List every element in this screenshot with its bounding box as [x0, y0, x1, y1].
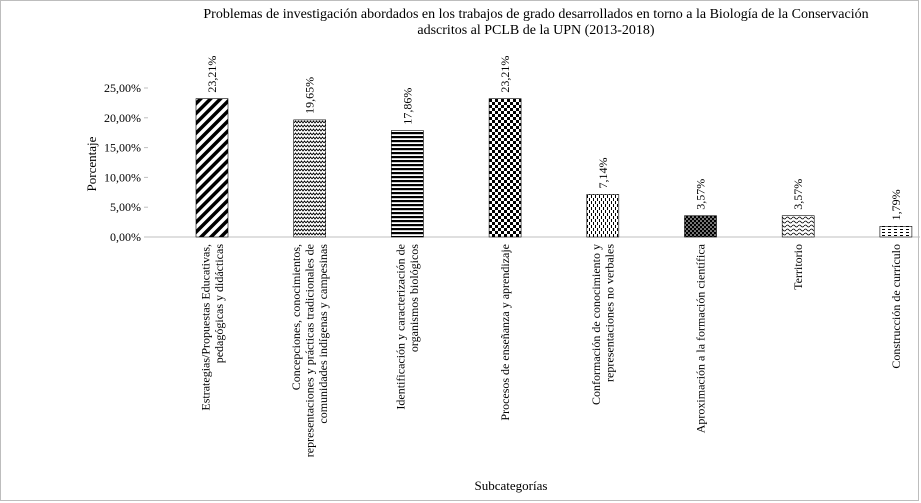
chart-title: Problemas de investigación abordados en … — [203, 7, 868, 38]
data-label: 7,14% — [596, 157, 610, 188]
data-label: 23,21% — [205, 56, 219, 93]
data-label: 17,86% — [400, 88, 414, 125]
y-tick-label: 10,00% — [104, 170, 141, 184]
y-tick-label: 0,00% — [110, 230, 141, 244]
category-label: Territorio — [791, 244, 805, 290]
bar — [195, 98, 229, 238]
category-label: Aproximación a la formación científica — [694, 243, 708, 433]
bar — [586, 194, 620, 238]
category-label: Concepciones, conocimientos, — [289, 244, 303, 390]
data-label: 19,65% — [303, 77, 317, 114]
category-label: comunidades indígenas y campesinas — [316, 244, 330, 424]
data-label: 1,79% — [889, 189, 903, 220]
x-axis-label: Subcategorías — [475, 478, 548, 493]
data-label: 3,57% — [791, 179, 805, 210]
chart-title-line: Problemas de investigación abordados en … — [203, 7, 868, 22]
category-labels: Estrategias/Propuestas Educativas, pedagó… — [198, 243, 903, 457]
y-tick-label: 20,00% — [104, 111, 141, 125]
y-tick-label: 25,00% — [104, 81, 141, 95]
category-label: representaciones no verbales — [603, 244, 617, 382]
data-label: 23,21% — [498, 56, 512, 93]
category-label: Conformación de conocimiento y — [589, 244, 603, 405]
bar — [781, 215, 815, 238]
bar — [293, 119, 327, 238]
bar — [488, 98, 522, 238]
bars — [195, 98, 913, 238]
y-axis-label: Porcentaje — [84, 136, 99, 191]
category-label: organismos biológicos — [407, 244, 421, 352]
data-label: 3,57% — [694, 179, 708, 210]
bar — [684, 215, 717, 238]
bar — [391, 130, 424, 238]
data-labels: 23,21% 19,65% 17,86% 23,21% 7,14% 3,57% 3,57% 1… — [205, 56, 903, 221]
category-label: Identificación y caracterización de — [394, 244, 408, 410]
category-label: Procesos de enseñanza y aprendizaje — [498, 244, 512, 421]
category-label: pedagógicas y didácticas — [212, 244, 226, 364]
y-tick-label: 15,00% — [104, 141, 141, 155]
category-label: Estrategias/Propuestas Educativas, — [198, 244, 212, 411]
category-label: representaciones y prácticas tradicional… — [303, 244, 317, 457]
bar — [879, 226, 913, 238]
category-label: Construcción de currículo — [889, 244, 903, 369]
y-tick-label: 5,00% — [110, 200, 141, 214]
chart-title-line: adscritos al PCLB de la UPN (2013-2018) — [417, 23, 655, 38]
